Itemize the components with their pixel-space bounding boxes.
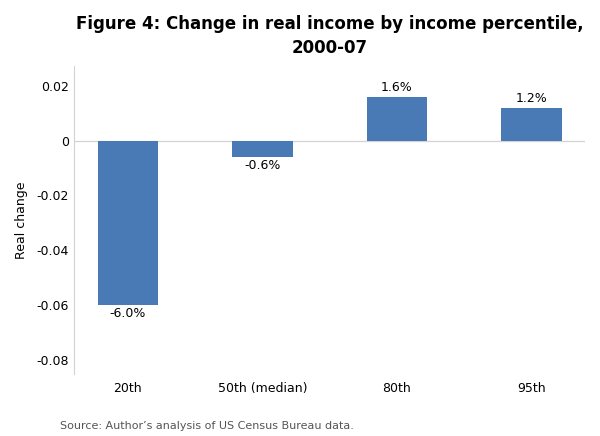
Title: Figure 4: Change in real income by income percentile,
2000-07: Figure 4: Change in real income by incom… [76, 15, 584, 57]
Text: -0.6%: -0.6% [244, 159, 281, 172]
Bar [232, 140, 293, 157]
Text: Source: Author’s analysis of US Census Bureau data.: Source: Author’s analysis of US Census B… [60, 422, 354, 432]
Bar [367, 97, 427, 140]
Y-axis label: Real change: Real change [15, 181, 28, 259]
Text: 1.2%: 1.2% [515, 92, 547, 106]
Bar [98, 140, 158, 305]
Text: -6.0%: -6.0% [110, 307, 146, 320]
Bar [501, 108, 562, 140]
Text: 1.6%: 1.6% [381, 82, 413, 95]
